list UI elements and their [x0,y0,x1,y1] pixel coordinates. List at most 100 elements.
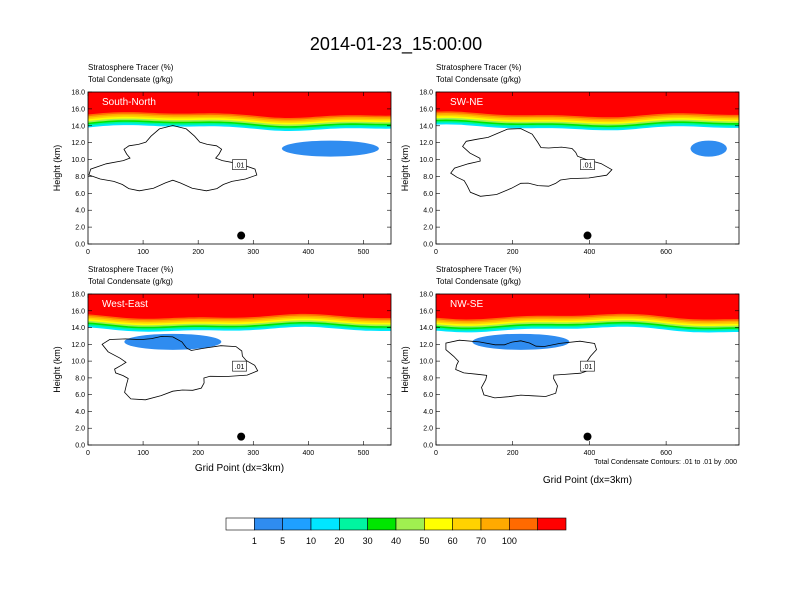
y-tick-label: 0.0 [75,242,85,249]
x-tick-label: 0 [86,249,90,256]
y-tick-label: 18.0 [71,292,85,299]
y-tick-label: 8.0 [423,174,433,181]
colorbar-label: 60 [448,536,458,546]
y-tick-label: 0.0 [423,443,433,450]
y-tick-label: 2.0 [423,426,433,433]
y-axis-label: Height (km) [400,145,410,192]
contour-label-box [232,159,247,170]
colorbar-swatch [254,517,283,531]
colorbar-swatch [395,517,425,531]
y-tick-label: 12.0 [71,342,85,349]
y-tick-label: 2.0 [75,225,85,232]
colorbar-swatch [480,517,510,531]
y-tick-label: 8.0 [75,174,85,181]
colorbar-label: 30 [363,536,373,546]
plot-area [88,92,391,244]
y-tick-label: 12.0 [71,140,85,147]
colorbar-swatch [367,517,397,531]
contour-label: .01 [583,163,593,170]
x-axis-label: Grid Point (dx=3km) [195,463,284,474]
x-tick-label: 400 [303,249,315,256]
panel-nw-se: .01 NW-SE Stratosphere Tracer (%) Total Con… [400,265,740,486]
colorbar-swatch [225,517,255,531]
x-tick-label: 0 [86,450,90,457]
panel-west-east: .01 West-East Stratosphere Tracer (%) Total… [52,265,392,474]
tracer-patch [472,333,570,350]
x-tick-label: 200 [192,249,204,256]
x-tick-label: 200 [192,450,204,457]
colorbar-label: 70 [476,536,486,546]
x-tick-label: 100 [137,450,149,457]
y-axis-label: Height (km) [400,346,410,393]
location-marker [237,432,246,441]
y-tick-label: 2.0 [75,426,85,433]
x-tick-label: 500 [358,249,370,256]
panel-label: South-North [102,97,156,108]
colorbar-swatch [424,517,453,531]
location-marker [583,231,592,240]
colorbar-label: 5 [280,536,285,546]
condensate-contour [101,335,259,401]
plot-area [436,92,739,244]
header-line-1: Stratosphere Tracer (%) [436,63,522,72]
header-line-1: Stratosphere Tracer (%) [88,265,174,274]
plot-frame [87,293,392,446]
panel-south-north: .01 South-North Stratosphere Tracer (%) Tot… [52,63,392,256]
header-line-2: Total Condensate (g/kg) [88,75,173,84]
header-line-2: Total Condensate (g/kg) [436,277,521,286]
y-tick-label: 4.0 [75,208,85,215]
location-marker [583,432,592,441]
colorbar-label: 40 [391,536,401,546]
colorbar-swatch [452,517,482,531]
y-tick-label: 10.0 [419,359,433,366]
condensate-contour [88,125,258,192]
tracer-band [88,92,391,118]
figure-title: 2014-01-23_15:00:00 [310,34,482,55]
contour-footnote: Total Condensate Contours: .01 to .01 by… [594,459,737,466]
header-line-1: Stratosphere Tracer (%) [88,63,174,72]
colorbar-swatch [310,517,340,531]
condensate-contour [445,339,597,399]
contour-label: .01 [235,364,245,371]
y-tick-label: 18.0 [419,292,433,299]
panel-label: NW-SE [450,299,483,310]
y-tick-label: 12.0 [419,140,433,147]
colorbar-label: 10 [306,536,316,546]
y-tick-label: 12.0 [419,342,433,349]
y-tick-label: 14.0 [419,123,433,130]
y-tick-label: 4.0 [423,409,433,416]
y-tick-label: 16.0 [419,106,433,113]
y-axis-label: Height (km) [52,346,62,393]
colorbar-swatch [537,517,567,531]
tracer-patch [690,140,727,157]
y-tick-label: 16.0 [71,308,85,315]
tracer-band [88,294,391,319]
x-tick-label: 600 [660,450,672,457]
y-tick-label: 8.0 [423,375,433,382]
panels: .01 South-North Stratosphere Tracer (%) Tot… [52,63,740,486]
y-tick-label: 14.0 [71,123,85,130]
colorbar-label: 20 [334,536,344,546]
x-tick-label: 500 [358,450,370,457]
x-axis-label: Grid Point (dx=3km) [543,475,632,486]
colorbar-swatch [339,517,368,531]
x-tick-label: 400 [584,450,596,457]
x-tick-label: 400 [303,450,315,457]
contour-label: .01 [235,163,245,170]
y-tick-label: 18.0 [419,90,433,97]
x-tick-label: 0 [434,450,438,457]
colorbar-label: 100 [502,536,517,546]
y-tick-label: 14.0 [419,325,433,332]
tracer-patch [281,140,379,157]
panel-sw-ne: .01 SW-NE Stratosphere Tracer (%) Total Con… [400,63,740,256]
tracer-band [436,92,739,118]
y-tick-label: 6.0 [423,392,433,399]
x-tick-label: 200 [507,450,519,457]
contour-label: .01 [583,364,593,371]
colorbar-label: 1 [252,536,257,546]
x-tick-label: 100 [137,249,149,256]
y-tick-label: 0.0 [75,443,85,450]
x-tick-label: 300 [247,249,259,256]
panel-label: SW-NE [450,97,483,108]
contour-label-box [232,360,247,372]
